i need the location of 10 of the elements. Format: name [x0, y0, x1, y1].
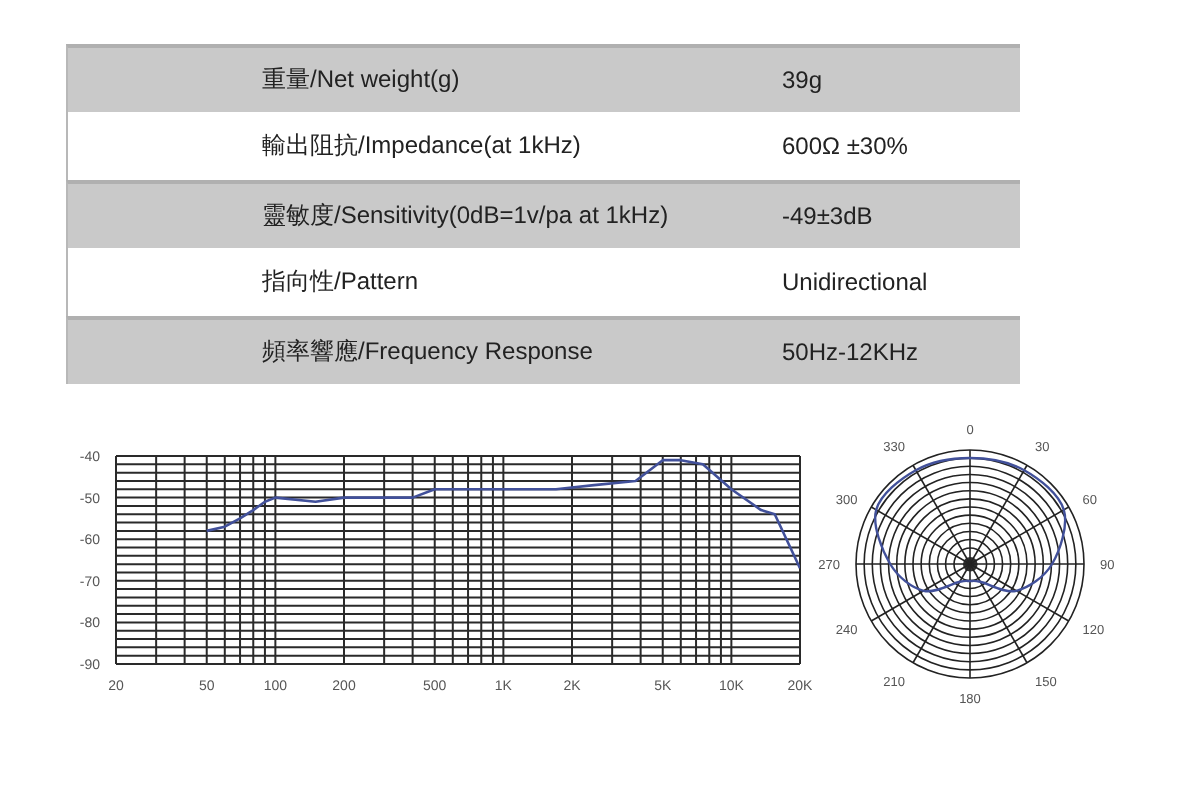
text: -49±3dB	[782, 202, 873, 230]
text: 輸出阻抗/Impedance(at 1kHz)	[262, 129, 581, 163]
text: 頻率響應/Frequency Response	[262, 335, 593, 369]
text: 50Hz-12KHz	[782, 338, 919, 366]
text: 39g	[782, 66, 823, 94]
text: 600Ω ±30%	[782, 132, 908, 160]
text: 重量/Net weight(g)	[262, 63, 460, 97]
text: Unidirectional	[782, 268, 928, 296]
text: 指向性/Pattern	[262, 265, 419, 299]
text: 靈敏度/Sensitivity(0dB=1v/pa at 1kHz)	[262, 199, 669, 233]
